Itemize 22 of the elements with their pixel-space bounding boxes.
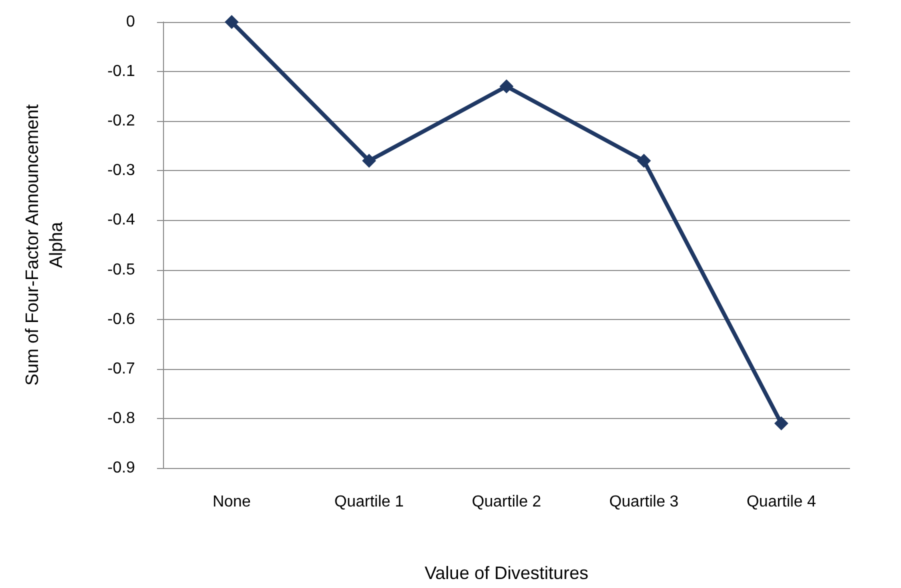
y-tick-label: -0.2 [107,112,136,130]
x-axis-title: Value of Divestitures [424,563,588,583]
x-tick-label: None [212,494,251,510]
x-tick-label: Quartile 4 [746,494,816,510]
y-tick-label: -0.5 [107,261,136,278]
y-tick-label: -0.7 [107,360,136,378]
y-tick-label: -0.6 [107,310,136,328]
point [500,79,514,94]
point [362,154,376,168]
point [636,154,651,168]
y-axis-title: Sum of Four-Factor Announcement Alpha [22,104,66,386]
x-tick-label: Quartile 2 [472,494,542,510]
point [774,416,788,430]
x-tick-label: Quartile 1 [334,494,404,510]
y-tick-label: -0.3 [107,162,136,180]
point [224,15,239,29]
y-tick-label: -0.8 [107,410,136,427]
y-tick-label: -0.4 [107,212,136,229]
x-tick-label: Quartile 3 [609,494,679,510]
y-tick-label: -0.1 [107,63,136,80]
y-tick-label: -0.9 [107,460,136,476]
y-tick-label: 0 [126,14,136,30]
